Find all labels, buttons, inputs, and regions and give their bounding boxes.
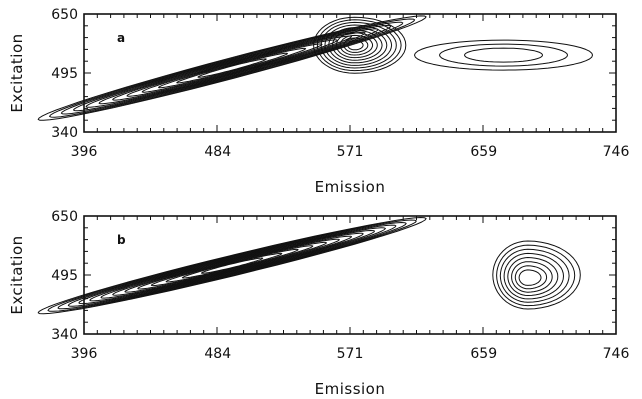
x-tick-label: 571	[337, 144, 364, 160]
panel-a-contours	[37, 15, 593, 121]
peak-contour	[518, 269, 542, 286]
shoulder-contour	[439, 43, 568, 67]
ridge-contour	[37, 15, 427, 121]
panel-b-x-axis-title: Emission	[315, 380, 386, 398]
peak-contour	[332, 29, 383, 61]
peak-contour	[496, 244, 576, 307]
peak-contour	[347, 40, 364, 51]
panel-b-label: b	[117, 233, 126, 247]
ridge-contour	[165, 248, 299, 283]
ridge-contour	[112, 35, 352, 101]
peak-contour	[503, 252, 564, 300]
ridge-contour	[37, 217, 427, 315]
peak-contour	[514, 265, 548, 290]
ridge-contour	[137, 241, 327, 290]
y-tick-label: 340	[51, 125, 78, 141]
peak-contour	[507, 257, 559, 296]
peak-contour	[511, 261, 553, 293]
panel-a-ticks	[83, 13, 617, 133]
peak-contour	[343, 37, 369, 53]
ridge-contour	[98, 31, 366, 105]
ridge-contour	[112, 235, 352, 296]
peak-contour	[313, 16, 407, 74]
panel-b: b 396 484 571 659 746 340 495 650 Emission Exc…	[8, 209, 629, 398]
panel-a-x-tick-labels: 396 484 571 659 746	[71, 144, 630, 160]
ridge-contour	[181, 252, 283, 279]
ridge-contour	[141, 43, 323, 93]
x-tick-label: 746	[603, 144, 630, 160]
panel-a-y-axis-title: Excitation	[8, 33, 26, 112]
y-tick-label: 650	[51, 7, 78, 23]
ridge-contour	[67, 224, 397, 307]
y-tick-label: 495	[51, 268, 78, 284]
peak-contour	[335, 32, 378, 59]
peak-contour	[492, 240, 581, 310]
ridge-contour	[197, 58, 267, 78]
x-tick-label: 396	[71, 346, 98, 362]
ridge-contour	[85, 28, 379, 108]
y-tick-label: 495	[51, 66, 78, 82]
ridge-contour	[49, 18, 416, 118]
ridge-contour	[158, 47, 307, 89]
peak-contour	[339, 34, 374, 56]
shoulder-contour	[464, 47, 543, 63]
panel-b-y-axis-title: Excitation	[8, 235, 26, 314]
x-tick-label: 659	[470, 144, 497, 160]
y-tick-label: 650	[51, 209, 78, 225]
ridge-contour	[150, 245, 314, 287]
ridge-contour	[126, 39, 338, 97]
peak-contour	[316, 19, 402, 72]
x-tick-label: 659	[470, 346, 497, 362]
x-tick-label: 484	[204, 144, 231, 160]
peak-contour	[320, 21, 397, 69]
panel-b-y-tick-labels: 340 495 650	[51, 209, 78, 343]
peak-contour	[499, 248, 570, 303]
ridge-contour	[201, 257, 264, 274]
panel-a-y-tick-labels: 340 495 650	[51, 7, 78, 141]
panel-a-label: a	[117, 31, 125, 45]
ridge-contour	[124, 238, 340, 293]
ridge-contour	[100, 232, 364, 299]
panel-b-contours	[37, 217, 581, 315]
x-tick-label: 571	[337, 346, 364, 362]
panel-b-x-tick-labels: 396 484 571 659 746	[71, 346, 630, 362]
x-tick-label: 484	[204, 346, 231, 362]
ridge-contour	[176, 52, 288, 84]
ridge-contour	[73, 25, 392, 112]
peak-contour	[328, 27, 388, 64]
ridge-contour	[78, 227, 386, 305]
shoulder-contour	[414, 39, 593, 71]
ridge-contour	[47, 219, 417, 312]
y-tick-label: 340	[51, 327, 78, 343]
ridge-contour	[57, 222, 407, 310]
x-tick-label: 746	[603, 346, 630, 362]
panel-a-x-axis-title: Emission	[315, 178, 386, 196]
x-tick-label: 396	[71, 144, 98, 160]
panel-a: a 396 484 571 659 746 340 495 650 Emission Exc…	[8, 7, 629, 196]
ridge-contour	[89, 230, 375, 302]
peak-contour	[324, 24, 393, 66]
